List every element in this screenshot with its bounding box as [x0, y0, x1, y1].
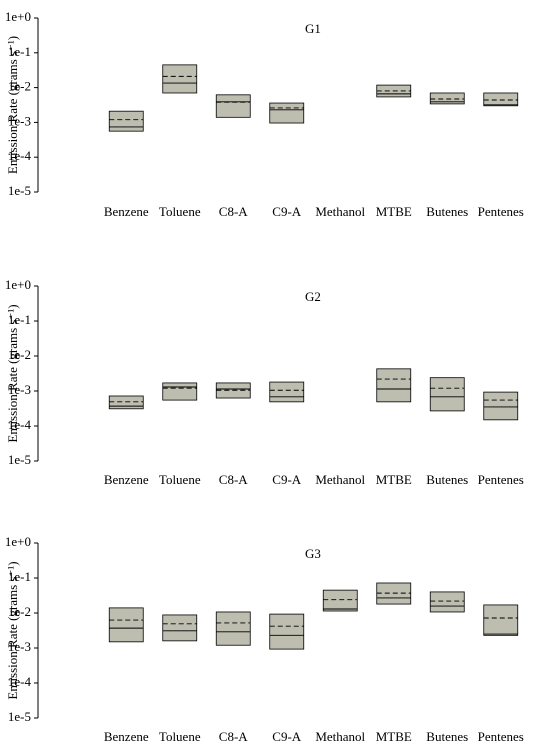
y-tick-label: 1e-3 — [8, 113, 31, 128]
panel-title: G3 — [305, 546, 321, 561]
x-tick-label: C8-A — [219, 729, 249, 744]
box — [376, 368, 412, 403]
x-tick-label: MTBE — [376, 204, 412, 219]
x-tick-label: Butenes — [426, 472, 468, 487]
x-tick-label: C9-A — [272, 204, 302, 219]
x-tick-label: Pentenes — [478, 729, 524, 744]
box — [322, 589, 358, 612]
y-tick-label: 1e-1 — [8, 312, 31, 327]
y-tick-label: 1e-3 — [8, 639, 31, 654]
y-tick-label: 1e-2 — [8, 79, 31, 94]
x-tick-label: MTBE — [376, 472, 412, 487]
x-tick-label: Methanol — [315, 472, 365, 487]
y-tick-label: 1e-5 — [8, 452, 31, 467]
x-tick-label: Benzene — [104, 204, 149, 219]
x-tick-label: Benzene — [104, 472, 149, 487]
x-tick-label: Benzene — [104, 729, 149, 744]
y-axis-label: Emission Rate (grams s⁻¹) — [5, 36, 20, 174]
box — [483, 92, 519, 107]
y-tick-label: 1e-4 — [8, 674, 32, 689]
box — [429, 377, 465, 412]
box — [162, 382, 198, 401]
x-tick-label: Pentenes — [478, 472, 524, 487]
y-tick-label: 1e-2 — [8, 604, 31, 619]
box — [269, 381, 305, 403]
y-tick-label: 1e+0 — [5, 534, 31, 549]
y-tick-label: 1e-5 — [8, 709, 31, 724]
box — [215, 611, 251, 646]
box — [108, 395, 144, 410]
x-tick-label: Toluene — [159, 472, 201, 487]
y-tick-label: 1e-2 — [8, 347, 31, 362]
box — [269, 102, 305, 124]
y-tick-label: 1e-1 — [8, 569, 31, 584]
panel-title: G1 — [305, 21, 321, 36]
y-tick-label: 1e+0 — [5, 277, 31, 292]
y-tick-label: 1e-1 — [8, 44, 31, 59]
box — [108, 607, 144, 643]
box — [429, 92, 465, 105]
box — [483, 391, 519, 421]
x-tick-label: Toluene — [159, 204, 201, 219]
box — [215, 94, 251, 118]
x-tick-label: Pentenes — [478, 204, 524, 219]
box — [162, 614, 198, 642]
box — [162, 64, 198, 94]
box — [108, 110, 144, 132]
x-tick-label: Toluene — [159, 729, 201, 744]
x-tick-label: C8-A — [219, 472, 249, 487]
box — [429, 591, 465, 613]
y-tick-label: 1e-4 — [8, 148, 32, 163]
box — [269, 613, 305, 650]
x-tick-label: C9-A — [272, 472, 302, 487]
y-tick-label: 1e+0 — [5, 9, 31, 24]
box — [483, 604, 519, 636]
y-tick-label: 1e-5 — [8, 183, 31, 198]
y-tick-label: 1e-4 — [8, 417, 32, 432]
x-tick-label: C8-A — [219, 204, 249, 219]
x-tick-label: MTBE — [376, 729, 412, 744]
x-tick-label: Methanol — [315, 204, 365, 219]
y-axis-label: Emission Rate (grams s⁻¹) — [5, 561, 20, 699]
x-tick-label: Butenes — [426, 729, 468, 744]
x-tick-label: Methanol — [315, 729, 365, 744]
panel-title: G2 — [305, 289, 321, 304]
y-tick-label: 1e-3 — [8, 382, 31, 397]
x-tick-label: C9-A — [272, 729, 302, 744]
y-axis-label: Emission Rate (grams s⁻¹) — [5, 304, 20, 442]
x-tick-label: Butenes — [426, 204, 468, 219]
